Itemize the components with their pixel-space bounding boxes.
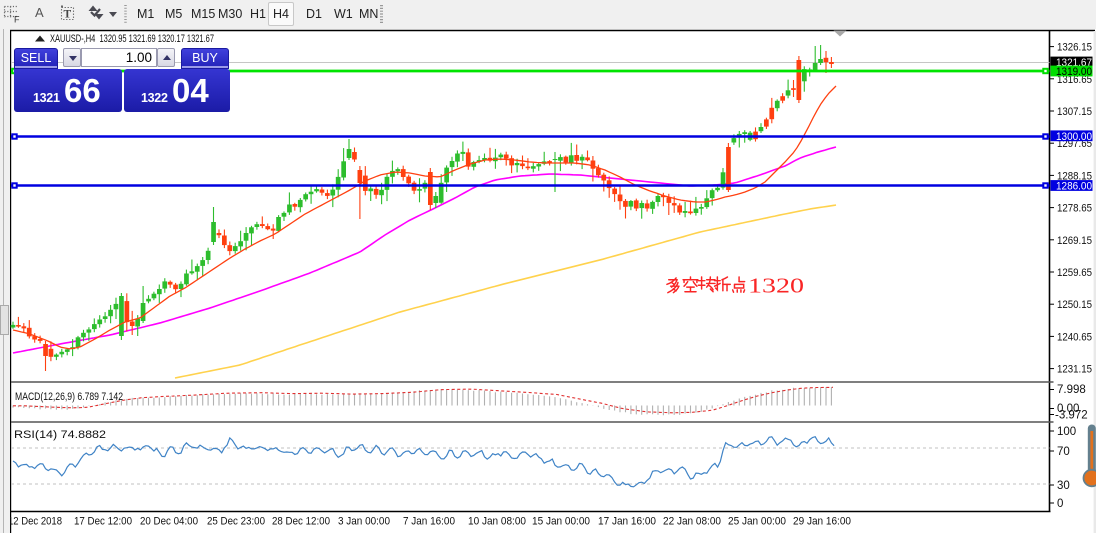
svg-text:1326.15: 1326.15 [1057,42,1092,54]
svg-text:1307.15: 1307.15 [1057,106,1092,118]
svg-text:MACD(12,26,9) 6.789 7.142: MACD(12,26,9) 6.789 7.142 [15,391,123,403]
svg-text:1278.65: 1278.65 [1057,203,1092,215]
svg-text:25 Dec 23:00: 25 Dec 23:00 [207,516,265,528]
svg-text:RSI(14) 74.8882: RSI(14) 74.8882 [14,429,106,441]
svg-text:22 Jan 08:00: 22 Jan 08:00 [663,516,721,528]
svg-text:7.998: 7.998 [1057,384,1086,396]
svg-text:1319.00: 1319.00 [1056,66,1092,78]
svg-text:100: 100 [1057,426,1076,438]
svg-text:10 Jan 08:00: 10 Jan 08:00 [468,516,526,528]
svg-text:1250.15: 1250.15 [1057,299,1092,311]
svg-text:30: 30 [1057,480,1070,492]
svg-text:70: 70 [1057,446,1070,458]
svg-text:1269.15: 1269.15 [1057,235,1092,247]
svg-text:T: T [64,9,72,21]
svg-text:20 Dec 04:00: 20 Dec 04:00 [140,516,198,528]
svg-text:F: F [14,15,20,25]
svg-text:0.00: 0.00 [1057,403,1079,415]
svg-text:A: A [35,5,44,20]
svg-text:28 Dec 12:00: 28 Dec 12:00 [272,516,330,528]
svg-text:1316.65: 1316.65 [1057,74,1092,86]
svg-text:3 Jan 00:00: 3 Jan 00:00 [338,516,390,528]
svg-text:XAUUSD-,H4 1320.95 1321.69 13: XAUUSD-,H4 1320.95 1321.69 1320.17 1321.… [50,33,214,45]
svg-text:7 Jan 16:00: 7 Jan 16:00 [403,516,455,528]
svg-text:1300.00: 1300.00 [1056,131,1092,143]
svg-text:15 Jan 00:00: 15 Jan 00:00 [532,516,590,528]
svg-text:-3.972: -3.972 [1055,410,1088,422]
svg-text:1259.65: 1259.65 [1057,267,1092,279]
svg-text:1231.15: 1231.15 [1057,364,1092,376]
svg-text:29 Jan 16:00: 29 Jan 16:00 [793,516,851,528]
svg-text:17 Jan 16:00: 17 Jan 16:00 [598,516,656,528]
svg-text:17 Dec 12:00: 17 Dec 12:00 [74,516,132,528]
svg-text:1320: 1320 [748,274,804,298]
svg-text:25 Jan 00:00: 25 Jan 00:00 [728,516,786,528]
svg-text:1288.15: 1288.15 [1057,170,1092,182]
svg-text:12 Dec 2018: 12 Dec 2018 [8,516,62,528]
svg-text:1240.65: 1240.65 [1057,331,1092,343]
svg-text:0: 0 [1057,498,1063,510]
svg-text:1286.00: 1286.00 [1056,181,1092,193]
